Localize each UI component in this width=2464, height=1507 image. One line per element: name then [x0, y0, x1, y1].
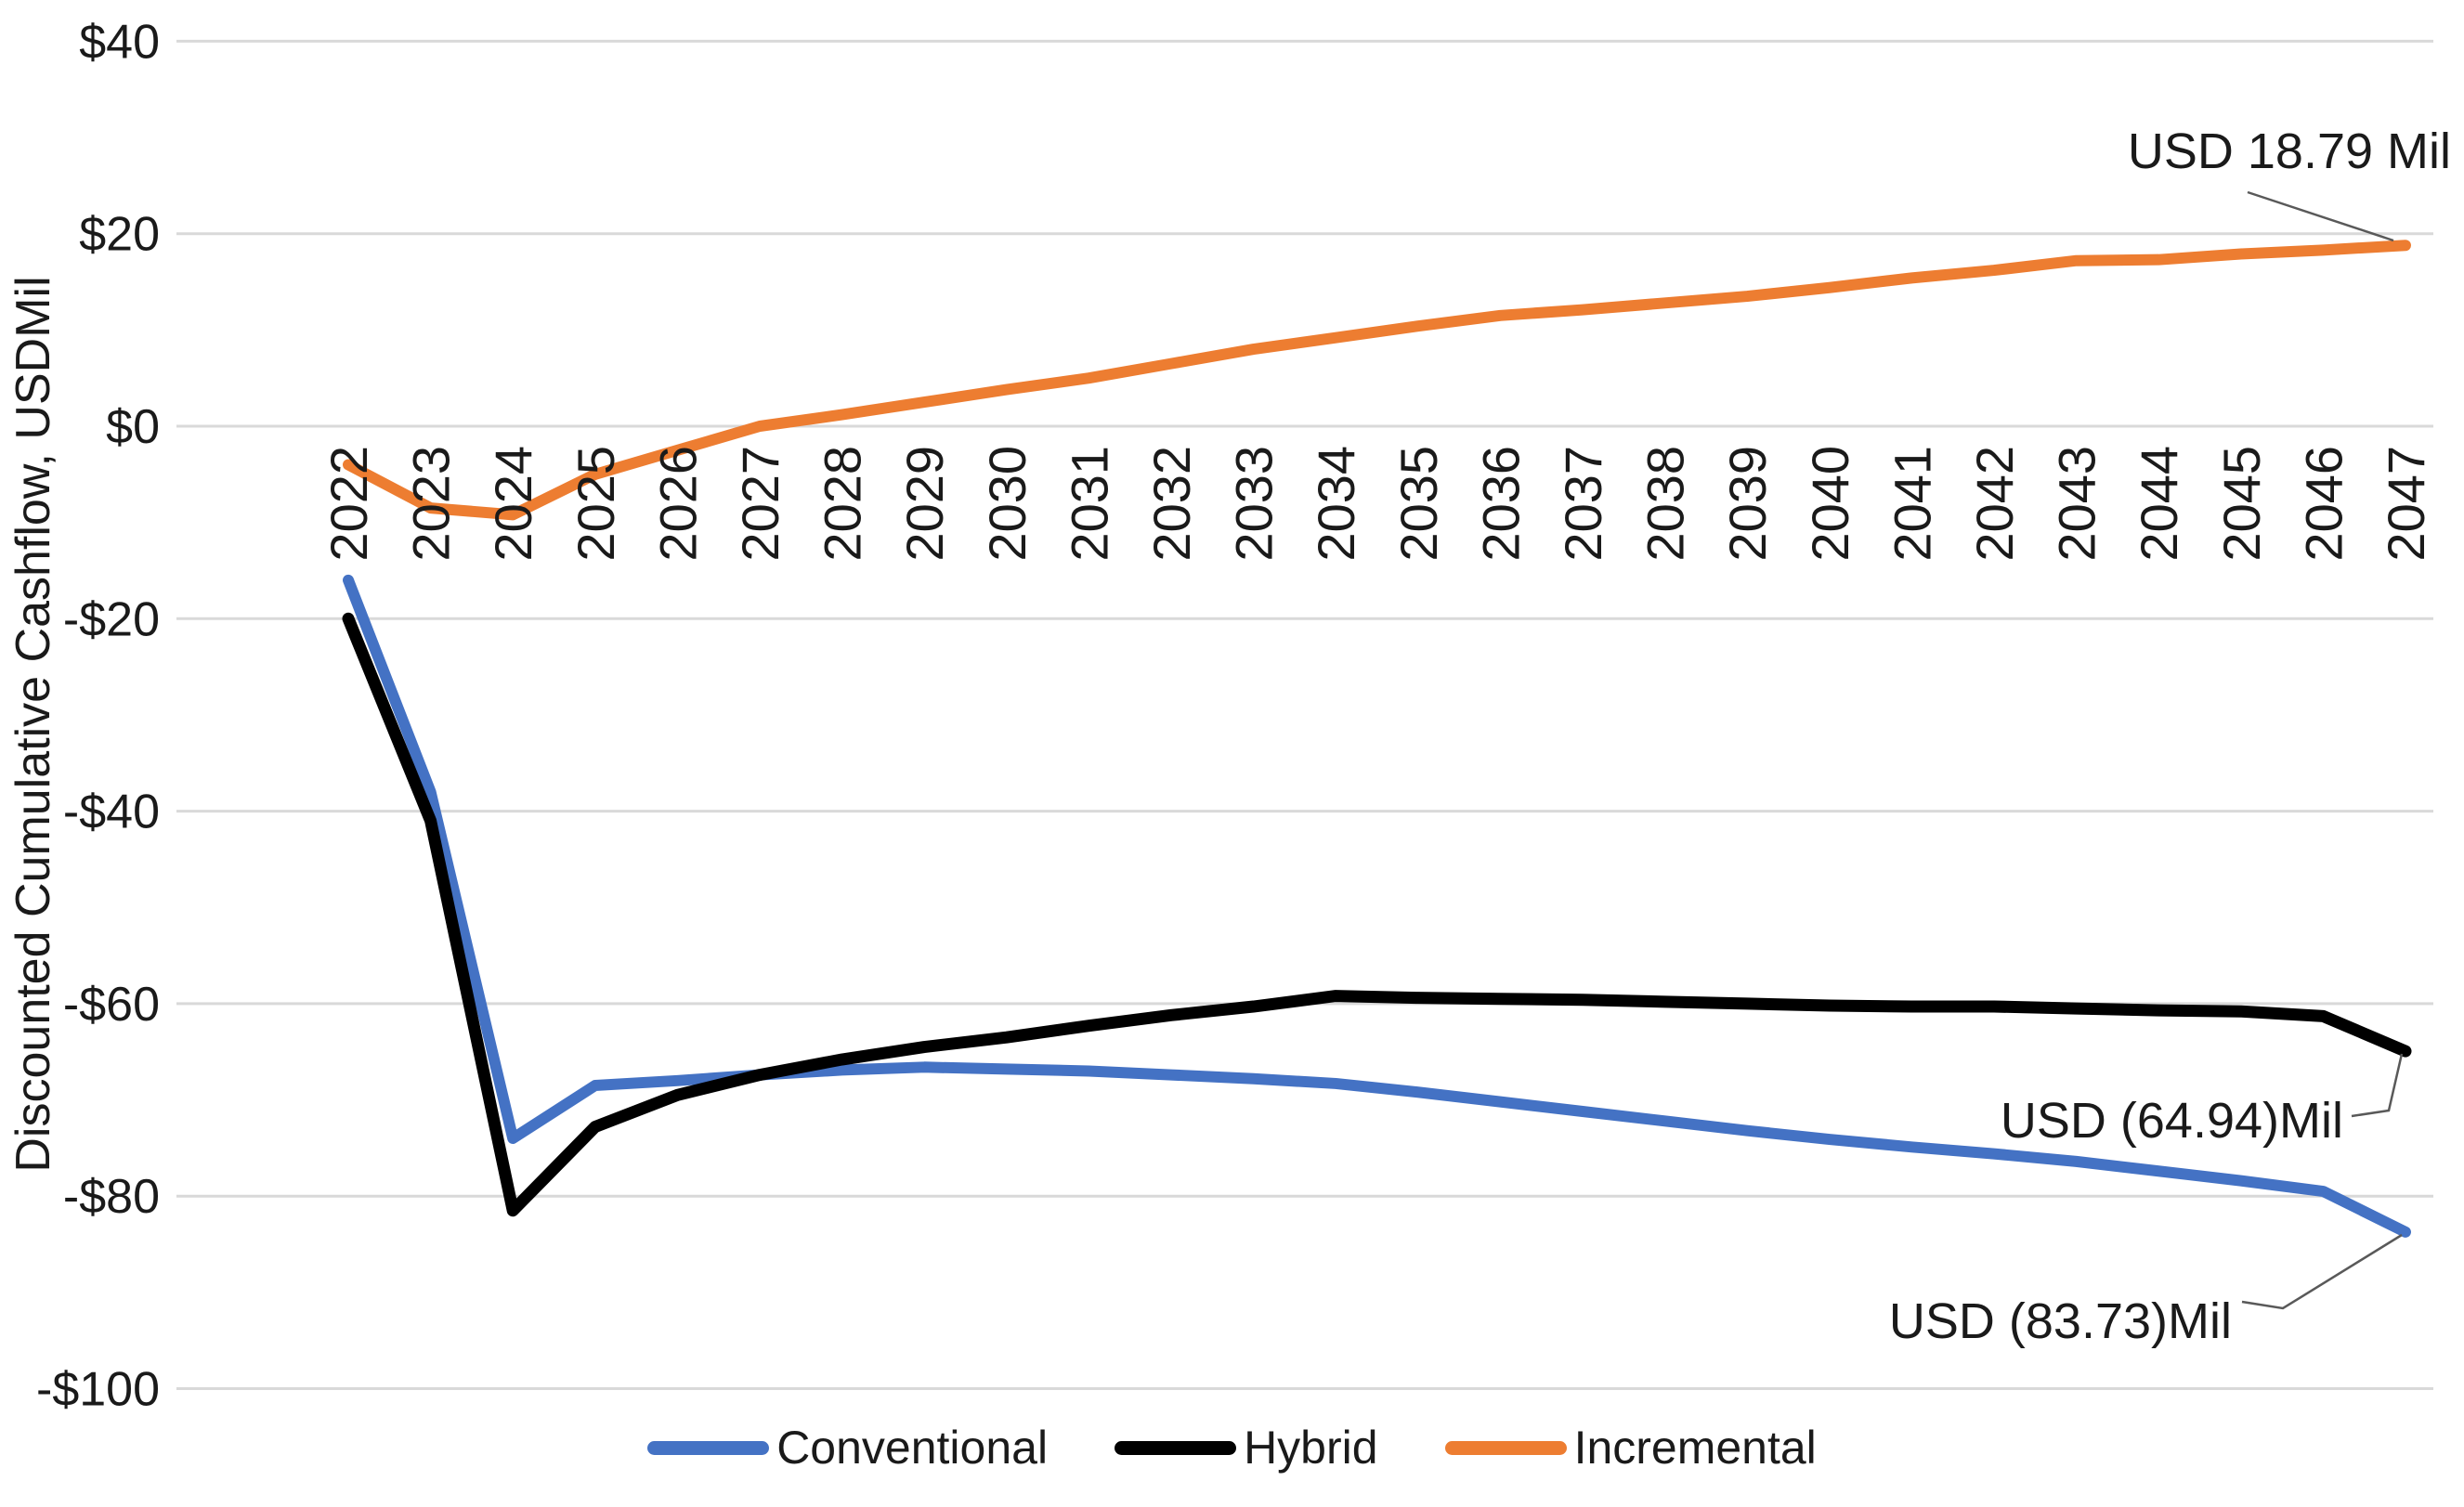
- x-tick-label: 2047: [2377, 446, 2435, 562]
- hybrid-line-swatch: [1115, 1440, 1237, 1455]
- x-tick-label: 2023: [402, 446, 461, 562]
- x-tick-label: 2033: [1225, 446, 1284, 562]
- legend-item-conventional: Conventional: [647, 1421, 1048, 1475]
- y-tick-label: $40: [79, 15, 160, 69]
- x-tick-label: 2044: [2130, 446, 2188, 562]
- leader-line: [2241, 1233, 2403, 1310]
- x-tick-label: 2032: [1142, 446, 1201, 562]
- x-tick-label: 2024: [484, 446, 542, 562]
- x-tick-label: 2038: [1636, 446, 1695, 562]
- y-tick-label: $0: [106, 400, 160, 454]
- x-tick-label: 2035: [1389, 446, 1448, 562]
- x-tick-label: 2041: [1883, 446, 1941, 562]
- legend-label-incremental: Incremental: [1573, 1422, 1817, 1474]
- series-line-hybrid: [342, 612, 2412, 1217]
- y-tick-label: -$60: [63, 978, 160, 1032]
- y-axis-title: Discounted Cumulative Cashflow, USDMil: [7, 276, 60, 1173]
- x-tick-label: 2045: [2212, 446, 2271, 562]
- x-tick-label: 2039: [1718, 446, 1777, 562]
- annotation-leader-lines: [2241, 190, 2404, 1310]
- x-tick-label: 2031: [1060, 446, 1118, 562]
- y-tick-label: -$80: [63, 1170, 160, 1224]
- series-line-incremental: [343, 240, 2411, 521]
- leader-line: [2247, 190, 2394, 242]
- legend-label-conventional: Conventional: [776, 1422, 1049, 1474]
- x-tick-label: 2026: [648, 446, 707, 562]
- annotation-hybrid-endpoint: USD (64.94)Mil: [2000, 1093, 2343, 1149]
- y-tick-label: -$40: [63, 786, 160, 839]
- conventional-line-swatch: [647, 1440, 770, 1455]
- leader-line: [2351, 1053, 2404, 1118]
- y-tick-label: -$20: [63, 592, 160, 646]
- series-lines: [342, 240, 2412, 1238]
- x-tick-label: 2030: [978, 446, 1036, 562]
- legend-item-hybrid: Hybrid: [1115, 1421, 1378, 1475]
- x-tick-label: 2042: [1965, 446, 2024, 562]
- series-line-conventional: [343, 574, 2411, 1238]
- incremental-line-swatch: [1444, 1440, 1567, 1455]
- annotation-incremental-endpoint: USD 18.79 Mil: [2127, 123, 2451, 179]
- legend-item-incremental: Incremental: [1444, 1421, 1817, 1475]
- x-tick-label: 2034: [1307, 446, 1365, 562]
- y-tick-label: -$100: [36, 1363, 160, 1417]
- x-axis-labels: 2022 2023 2024 2025 2026 2027 2028 2029 2030 2031…: [319, 446, 2435, 562]
- x-tick-label: 2046: [2294, 446, 2353, 562]
- x-tick-label: 2025: [567, 446, 625, 562]
- x-tick-label: 2029: [895, 446, 954, 562]
- x-tick-label: 2037: [1554, 446, 1612, 562]
- y-tick-label: $20: [79, 208, 160, 262]
- y-axis-labels: $40 $20 $0 -$20 -$40 -$60 -$80 -$100: [36, 15, 160, 1416]
- gridlines: [176, 39, 2433, 1390]
- annotation-conventional-endpoint: USD (83.73)Mil: [1888, 1293, 2232, 1349]
- x-tick-label: 2043: [2048, 446, 2106, 562]
- x-tick-label: 2022: [319, 446, 378, 562]
- legend-label-hybrid: Hybrid: [1244, 1422, 1378, 1474]
- x-tick-label: 2036: [1471, 446, 1530, 562]
- x-tick-label: 2027: [731, 446, 789, 562]
- x-tick-label: 2040: [1801, 446, 1859, 562]
- x-tick-label: 2028: [814, 446, 872, 562]
- legend: Conventional Hybrid Incremental: [0, 1415, 2464, 1480]
